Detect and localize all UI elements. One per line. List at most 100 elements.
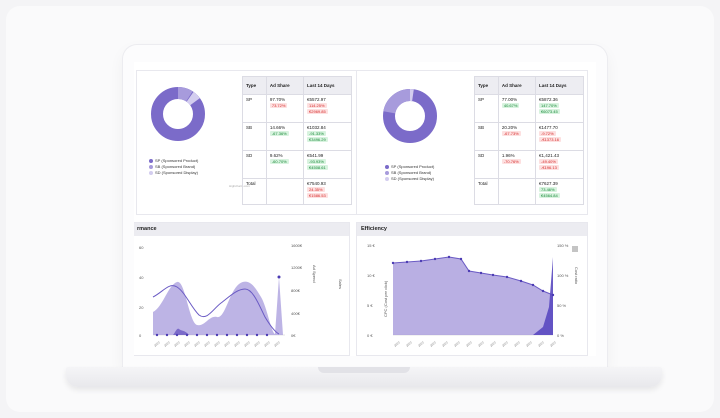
svg-text:2022: 2022 <box>501 340 509 348</box>
laptop-base <box>66 367 662 387</box>
status-badge: 73.72% <box>269 103 288 108</box>
svg-text:2022: 2022 <box>525 340 533 348</box>
donut-legend-left: SP (Sponsored Product) SB (Sponsored Bra… <box>149 158 198 176</box>
legend-item-sp: SP (Sponsored Product) <box>149 158 198 164</box>
y-right-tick: 400€ <box>291 311 301 316</box>
svg-text:2022: 2022 <box>477 340 485 348</box>
y-left-tick: 20 <box>139 305 144 310</box>
performance-panel: rmance 60 40 20 0 1600€ 1200€ 800€ 400€ … <box>134 222 350 356</box>
y-right-tick: 0€ <box>291 333 296 338</box>
donut-chart-left <box>151 87 205 141</box>
ad-share-table-right: Type Ad Share Last 14 Days SP 77.00% 40.6… <box>474 76 584 205</box>
right-axis-label-2: Sales <box>338 279 343 289</box>
status-badge: €6073.45 <box>539 109 560 114</box>
y-right-tick: 50 % <box>557 303 567 308</box>
efficiency-panel: Efficiency 15 € 10 € 5 € 0 € 150 % 100 %… <box>356 222 588 356</box>
status-badge: -9.72% <box>539 131 556 136</box>
svg-text:2022: 2022 <box>223 340 231 348</box>
svg-text:2022: 2022 <box>233 340 241 348</box>
efficiency-area <box>393 257 553 335</box>
svg-text:2022: 2022 <box>243 340 251 348</box>
y-left-tick: 5 € <box>367 303 373 308</box>
y-right-tick: 1200€ <box>291 265 303 270</box>
chart-menu-icon[interactable] <box>572 246 578 252</box>
table-row: SD 1.96% -70.76% €1,421.43 -49.40% -€196.13 <box>474 150 584 179</box>
y-left-tick: 0 € <box>367 333 373 338</box>
svg-text:2022: 2022 <box>273 340 281 348</box>
svg-text:2022: 2022 <box>153 340 161 348</box>
efficiency-title: Efficiency <box>357 223 587 236</box>
col-last: Last 14 Days <box>535 76 584 95</box>
donut-slice-sb <box>151 87 205 141</box>
table-row: SP 77.00% 40.67% €5872.36 147.70% €6073.45 <box>474 94 584 123</box>
svg-text:2022: 2022 <box>393 340 401 348</box>
legend-item-sb: SB (Sponsored Brand) <box>385 170 434 176</box>
efficiency-ratio-area <box>533 257 553 335</box>
y-right-tick: 150 % <box>557 243 569 248</box>
efficiency-points <box>391 255 555 297</box>
left-axis-label: CPC (Cost per click) <box>383 280 388 317</box>
right-axis-label: Ad Spend <box>312 265 317 283</box>
svg-text:2022: 2022 <box>405 340 413 348</box>
table-row: SB 20.20% -67.73% €1477.70 -9.72% -€1373.16 <box>474 122 584 151</box>
performance-points <box>155 275 281 337</box>
svg-text:2022: 2022 <box>429 340 437 348</box>
status-badge: -60.70% <box>269 159 289 164</box>
svg-text:2022: 2022 <box>417 340 425 348</box>
status-badge: €2969.85 <box>307 109 328 114</box>
svg-text:2022: 2022 <box>253 340 261 348</box>
performance-chart: 60 40 20 0 1600€ 1200€ 800€ 400€ 0€ Ad S… <box>139 243 343 348</box>
svg-text:2022: 2022 <box>173 340 181 348</box>
y-left-tick: 40 <box>139 275 144 280</box>
legend-item-sd: SD (Sponsored Display) <box>149 170 198 176</box>
svg-text:2022: 2022 <box>441 340 449 348</box>
status-badge: -67.73% <box>501 131 521 136</box>
status-badge: 147.70% <box>539 103 559 108</box>
y-left-tick: 15 € <box>367 243 376 248</box>
ad-share-table-left: Type Ad Share Last 14 Days SP 97.70% 73.7… <box>242 76 352 205</box>
x-tick-labels: 2022 2022 2022 2022 2022 2022 2022 2022 2022… <box>153 340 281 348</box>
donut-chart-right <box>383 89 437 143</box>
x-tick-labels: 2022 2022 2022 2022 2022 2022 2022 2022 2022… <box>393 340 557 348</box>
donut-slice-sb <box>383 89 437 143</box>
svg-text:2022: 2022 <box>549 340 557 348</box>
dashboard-screen: SP (Sponsored Product) SB (Sponsored Bra… <box>134 62 596 356</box>
status-badge: €4564.84 <box>539 193 560 198</box>
svg-text:2022: 2022 <box>163 340 171 348</box>
status-badge: -67.36% <box>269 131 289 136</box>
legend-item-sd: SD (Sponsored Display) <box>385 176 434 182</box>
right-axis-label: Cost ratio <box>574 267 579 285</box>
efficiency-line <box>392 256 554 296</box>
col-last: Last 14 Days <box>303 76 352 95</box>
table-row: Total €7627.39 73.46% €4564.84 <box>474 178 584 205</box>
status-badge: €3496.29 <box>307 137 328 142</box>
ad-share-panel-right: SP (Sponsored Product) SB (Sponsored Bra… <box>356 70 588 215</box>
donut-slice-sd <box>151 87 205 141</box>
svg-text:2022: 2022 <box>465 340 473 348</box>
status-badge: 24.35% <box>307 187 325 192</box>
svg-text:2022: 2022 <box>263 340 271 348</box>
y-left-tick: 0 <box>139 333 142 338</box>
status-badge: -91.33% <box>307 131 326 136</box>
svg-text:2022: 2022 <box>453 340 461 348</box>
status-badge: -70.76% <box>501 159 521 164</box>
performance-line <box>152 285 280 335</box>
y-right-tick: 1600€ <box>291 243 303 248</box>
legend-item-sb: SB (Sponsored Brand) <box>149 164 198 170</box>
status-badge: -€1373.16 <box>539 137 562 142</box>
ad-share-panel-left: SP (Sponsored Product) SB (Sponsored Bra… <box>136 70 358 215</box>
svg-text:2022: 2022 <box>213 340 221 348</box>
svg-text:2022: 2022 <box>193 340 201 348</box>
svg-text:2022: 2022 <box>489 340 497 348</box>
status-badge: 40.67% <box>501 103 520 108</box>
y-left-tick: 60 <box>139 245 144 250</box>
donut-legend-right: SP (Sponsored Product) SB (Sponsored Bra… <box>385 164 434 182</box>
y-right-tick: 0 % <box>557 333 564 338</box>
col-share: Ad Share <box>497 76 537 95</box>
svg-text:2022: 2022 <box>203 340 211 348</box>
efficiency-chart: 15 € 10 € 5 € 0 € 150 % 100 % 50 % 0 % C… <box>367 243 579 348</box>
table-row: SD 9.62% -60.70% €541.99 -93.93% €4508.61 <box>242 150 352 179</box>
table-row: SB 14.66% -67.36% €1032.84 -91.33% €3496.29 <box>242 122 352 151</box>
table-row: SP 97.70% 73.72% €5572.97 114.25% €2969.85 <box>242 94 352 123</box>
y-right-tick: 100 % <box>557 273 569 278</box>
